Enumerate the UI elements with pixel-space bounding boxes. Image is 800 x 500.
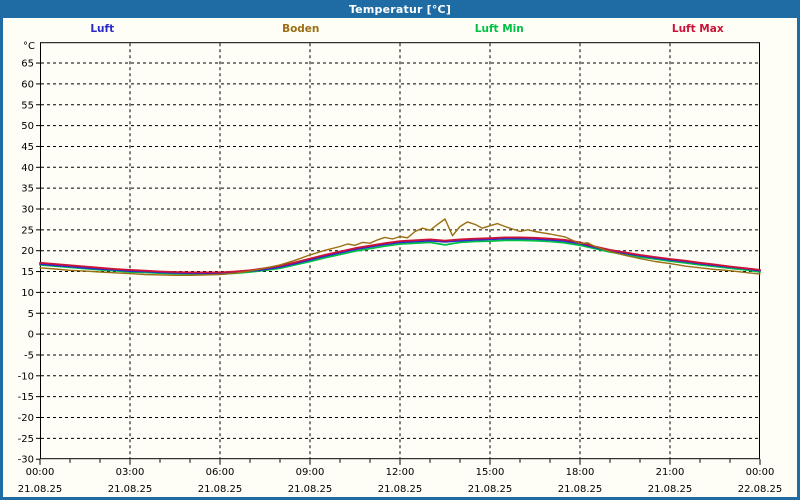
svg-text:30: 30 bbox=[21, 205, 34, 216]
y-axis-labels: -30 -25 -20 -15 -10 -5 0 5 10 15 20 25 30 35 40 45 50 55 6… bbox=[18, 59, 40, 466]
x-tick-time: 00:00 bbox=[746, 467, 775, 478]
x-tick-time: 12:00 bbox=[386, 467, 415, 478]
svg-text:40: 40 bbox=[21, 163, 34, 174]
x-tick-date: 21.08.25 bbox=[198, 484, 243, 495]
svg-text:-20: -20 bbox=[18, 413, 34, 424]
series-boden bbox=[39, 218, 761, 276]
svg-text:25: 25 bbox=[21, 225, 34, 236]
svg-text:0: 0 bbox=[28, 330, 34, 341]
x-tick-time: 18:00 bbox=[566, 467, 595, 478]
x-axis-ticks bbox=[39, 459, 761, 465]
svg-text:55: 55 bbox=[21, 100, 34, 111]
svg-text:-10: -10 bbox=[18, 371, 34, 382]
x-tick-date: 21.08.25 bbox=[468, 484, 513, 495]
window-title: Temperatur [°C] bbox=[348, 2, 452, 16]
chart-legend: Luft Boden Luft Min Luft Max bbox=[3, 19, 797, 39]
x-tick-date: 21.08.25 bbox=[558, 484, 603, 495]
y-axis-unit: °C bbox=[23, 41, 35, 52]
window-titlebar: Temperatur [°C] bbox=[0, 0, 800, 18]
svg-text:-30: -30 bbox=[18, 455, 34, 466]
svg-text:5: 5 bbox=[28, 309, 34, 320]
legend-item-boden: Boden bbox=[282, 23, 320, 35]
svg-text:35: 35 bbox=[21, 184, 34, 195]
x-tick-date: 21.08.25 bbox=[18, 484, 63, 495]
x-tick-time: 09:00 bbox=[296, 467, 325, 478]
x-tick-date: 21.08.25 bbox=[288, 484, 333, 495]
svg-text:-25: -25 bbox=[18, 434, 34, 445]
x-axis-labels: 00:00 21.08.25 03:00 21.08.25 06:00 21.08.25 0… bbox=[18, 467, 783, 495]
x-tick-date: 21.08.25 bbox=[378, 484, 423, 495]
x-tick-time: 15:00 bbox=[476, 467, 505, 478]
x-tick-date: 22.08.25 bbox=[738, 484, 783, 495]
x-tick-date: 21.08.25 bbox=[108, 484, 153, 495]
plot-frame bbox=[40, 42, 760, 460]
svg-text:20: 20 bbox=[21, 246, 34, 257]
x-tick-time: 21:00 bbox=[656, 467, 685, 478]
svg-text:60: 60 bbox=[21, 79, 34, 90]
x-tick-time: 00:00 bbox=[26, 467, 55, 478]
x-tick-time: 06:00 bbox=[206, 467, 235, 478]
x-tick-date: 21.08.25 bbox=[648, 484, 693, 495]
legend-item-luft-max: Luft Max bbox=[671, 23, 724, 35]
svg-text:10: 10 bbox=[21, 288, 34, 299]
legend-item-luft: Luft bbox=[90, 23, 115, 35]
x-tick-time: 03:00 bbox=[116, 467, 145, 478]
svg-text:-15: -15 bbox=[18, 392, 34, 403]
svg-text:-5: -5 bbox=[24, 350, 34, 361]
svg-text:50: 50 bbox=[21, 121, 34, 132]
svg-text:65: 65 bbox=[21, 59, 34, 70]
svg-text:45: 45 bbox=[21, 142, 34, 153]
svg-text:15: 15 bbox=[21, 267, 34, 278]
legend-item-luft-min: Luft Min bbox=[474, 23, 524, 35]
series-luft-max bbox=[39, 236, 761, 274]
